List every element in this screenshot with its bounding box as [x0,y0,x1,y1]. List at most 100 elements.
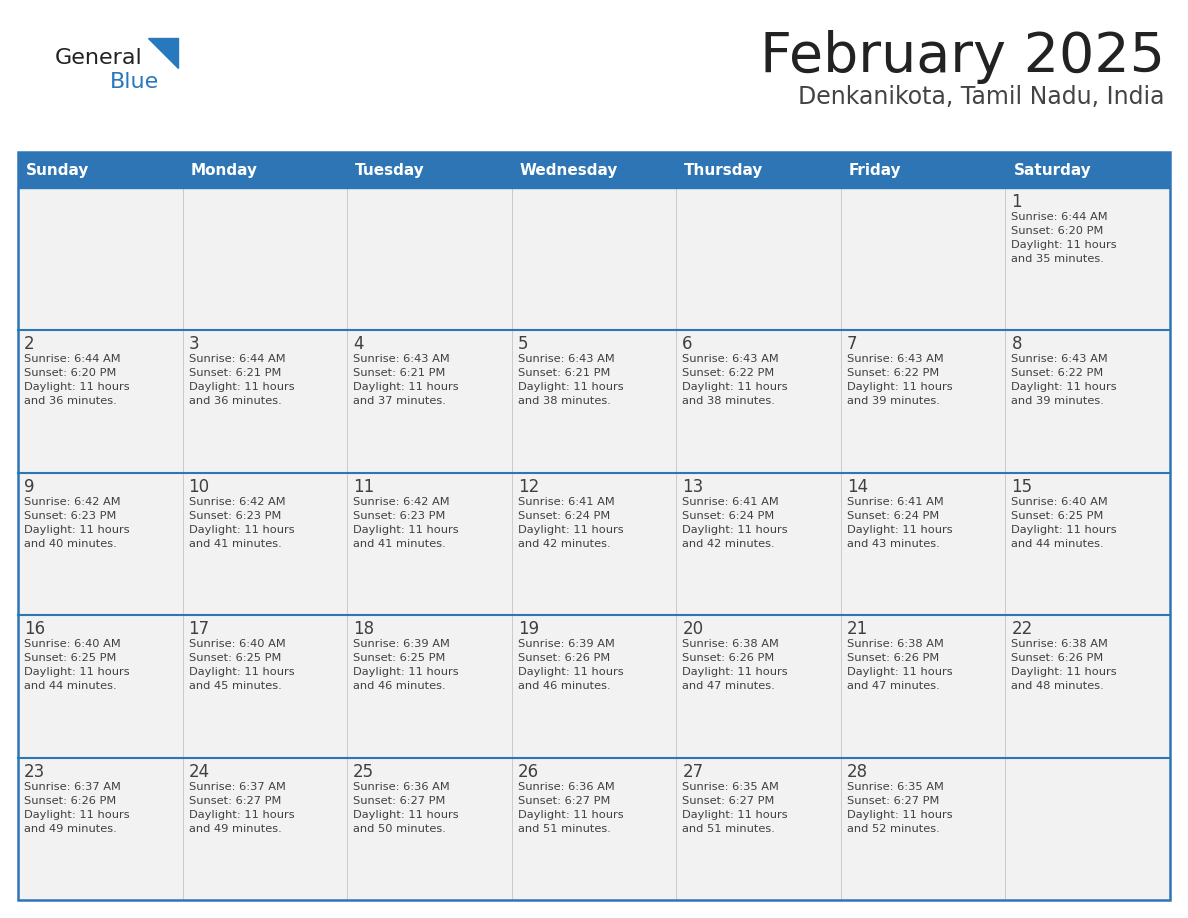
Text: Sunrise: 6:39 AM: Sunrise: 6:39 AM [518,639,614,649]
Bar [676,473,841,615]
Text: and 51 minutes.: and 51 minutes. [682,823,775,834]
Text: 2: 2 [24,335,34,353]
Text: Sunrise: 6:42 AM: Sunrise: 6:42 AM [24,497,121,507]
Text: Sunrise: 6:44 AM: Sunrise: 6:44 AM [24,354,121,364]
Bar [18,757,183,900]
Bar [183,188,347,330]
Text: Sunset: 6:24 PM: Sunset: 6:24 PM [847,510,939,521]
Text: and 46 minutes.: and 46 minutes. [353,681,446,691]
Text: Sunset: 6:25 PM: Sunset: 6:25 PM [24,654,116,663]
Text: 14: 14 [847,477,868,496]
Text: Sunrise: 6:36 AM: Sunrise: 6:36 AM [353,781,450,791]
Text: 23: 23 [24,763,45,780]
Text: Sunrise: 6:41 AM: Sunrise: 6:41 AM [682,497,779,507]
Text: Sunset: 6:27 PM: Sunset: 6:27 PM [353,796,446,806]
Text: Sunrise: 6:38 AM: Sunrise: 6:38 AM [847,639,943,649]
Bar [676,615,841,757]
Bar [512,473,676,615]
Bar [183,473,347,615]
Text: 7: 7 [847,335,858,353]
Text: Wednesday: Wednesday [519,162,618,177]
Text: and 50 minutes.: and 50 minutes. [353,823,446,834]
Text: Sunrise: 6:43 AM: Sunrise: 6:43 AM [847,354,943,364]
Text: and 39 minutes.: and 39 minutes. [1011,397,1105,407]
Text: Sunset: 6:23 PM: Sunset: 6:23 PM [189,510,280,521]
Text: and 44 minutes.: and 44 minutes. [24,681,116,691]
Text: and 47 minutes.: and 47 minutes. [847,681,940,691]
Text: and 45 minutes.: and 45 minutes. [189,681,282,691]
Text: Sunrise: 6:37 AM: Sunrise: 6:37 AM [189,781,285,791]
Text: 5: 5 [518,335,529,353]
Text: Daylight: 11 hours: Daylight: 11 hours [189,383,295,392]
Text: Daylight: 11 hours: Daylight: 11 hours [847,810,953,820]
Text: Sunset: 6:23 PM: Sunset: 6:23 PM [24,510,116,521]
Text: Sunrise: 6:44 AM: Sunrise: 6:44 AM [189,354,285,364]
Text: Sunset: 6:26 PM: Sunset: 6:26 PM [682,654,775,663]
Text: Sunset: 6:20 PM: Sunset: 6:20 PM [1011,226,1104,236]
Text: Sunrise: 6:43 AM: Sunrise: 6:43 AM [1011,354,1108,364]
Bar [18,152,1170,900]
Text: 28: 28 [847,763,868,780]
Text: Sunset: 6:23 PM: Sunset: 6:23 PM [353,510,446,521]
Text: and 49 minutes.: and 49 minutes. [24,823,116,834]
Text: Sunrise: 6:35 AM: Sunrise: 6:35 AM [682,781,779,791]
Bar [347,757,512,900]
Text: and 52 minutes.: and 52 minutes. [847,823,940,834]
Text: General: General [55,48,143,68]
Text: Sunset: 6:21 PM: Sunset: 6:21 PM [518,368,611,378]
Text: and 42 minutes.: and 42 minutes. [518,539,611,549]
Text: Daylight: 11 hours: Daylight: 11 hours [189,810,295,820]
Text: Sunrise: 6:41 AM: Sunrise: 6:41 AM [518,497,614,507]
Bar [676,330,841,473]
Bar [1005,188,1170,330]
Text: February 2025: February 2025 [760,30,1165,84]
Text: Daylight: 11 hours: Daylight: 11 hours [353,525,459,535]
Text: Denkanikota, Tamil Nadu, India: Denkanikota, Tamil Nadu, India [798,85,1165,109]
Bar [841,615,1005,757]
Bar [347,615,512,757]
Bar [18,152,1170,188]
Bar [512,330,676,473]
Text: and 40 minutes.: and 40 minutes. [24,539,116,549]
Bar [512,757,676,900]
Text: Sunday: Sunday [26,162,89,177]
Text: 24: 24 [189,763,210,780]
Text: and 39 minutes.: and 39 minutes. [847,397,940,407]
Text: 10: 10 [189,477,210,496]
Text: 19: 19 [518,621,539,638]
Text: 22: 22 [1011,621,1032,638]
Text: Sunrise: 6:43 AM: Sunrise: 6:43 AM [518,354,614,364]
Bar [183,757,347,900]
Bar [676,188,841,330]
Bar [841,188,1005,330]
Text: Sunrise: 6:44 AM: Sunrise: 6:44 AM [1011,212,1108,222]
Text: Sunset: 6:24 PM: Sunset: 6:24 PM [518,510,609,521]
Text: and 36 minutes.: and 36 minutes. [189,397,282,407]
Text: Sunrise: 6:43 AM: Sunrise: 6:43 AM [682,354,779,364]
Text: 12: 12 [518,477,539,496]
Text: Friday: Friday [849,162,902,177]
Bar [18,330,183,473]
Text: Saturday: Saturday [1013,162,1092,177]
Text: 11: 11 [353,477,374,496]
Text: 9: 9 [24,477,34,496]
Text: 25: 25 [353,763,374,780]
Text: 8: 8 [1011,335,1022,353]
Text: 6: 6 [682,335,693,353]
Text: Sunset: 6:25 PM: Sunset: 6:25 PM [1011,510,1104,521]
Text: Daylight: 11 hours: Daylight: 11 hours [189,667,295,677]
Text: Sunset: 6:21 PM: Sunset: 6:21 PM [189,368,280,378]
Text: Daylight: 11 hours: Daylight: 11 hours [24,383,129,392]
Text: Daylight: 11 hours: Daylight: 11 hours [24,525,129,535]
Text: and 42 minutes.: and 42 minutes. [682,539,775,549]
Text: and 41 minutes.: and 41 minutes. [353,539,446,549]
Text: and 44 minutes.: and 44 minutes. [1011,539,1104,549]
Text: Daylight: 11 hours: Daylight: 11 hours [1011,383,1117,392]
Text: Daylight: 11 hours: Daylight: 11 hours [353,810,459,820]
Text: Daylight: 11 hours: Daylight: 11 hours [1011,525,1117,535]
Text: Daylight: 11 hours: Daylight: 11 hours [847,383,953,392]
Bar [1005,615,1170,757]
Bar [18,473,183,615]
Text: Daylight: 11 hours: Daylight: 11 hours [353,667,459,677]
Bar [841,473,1005,615]
